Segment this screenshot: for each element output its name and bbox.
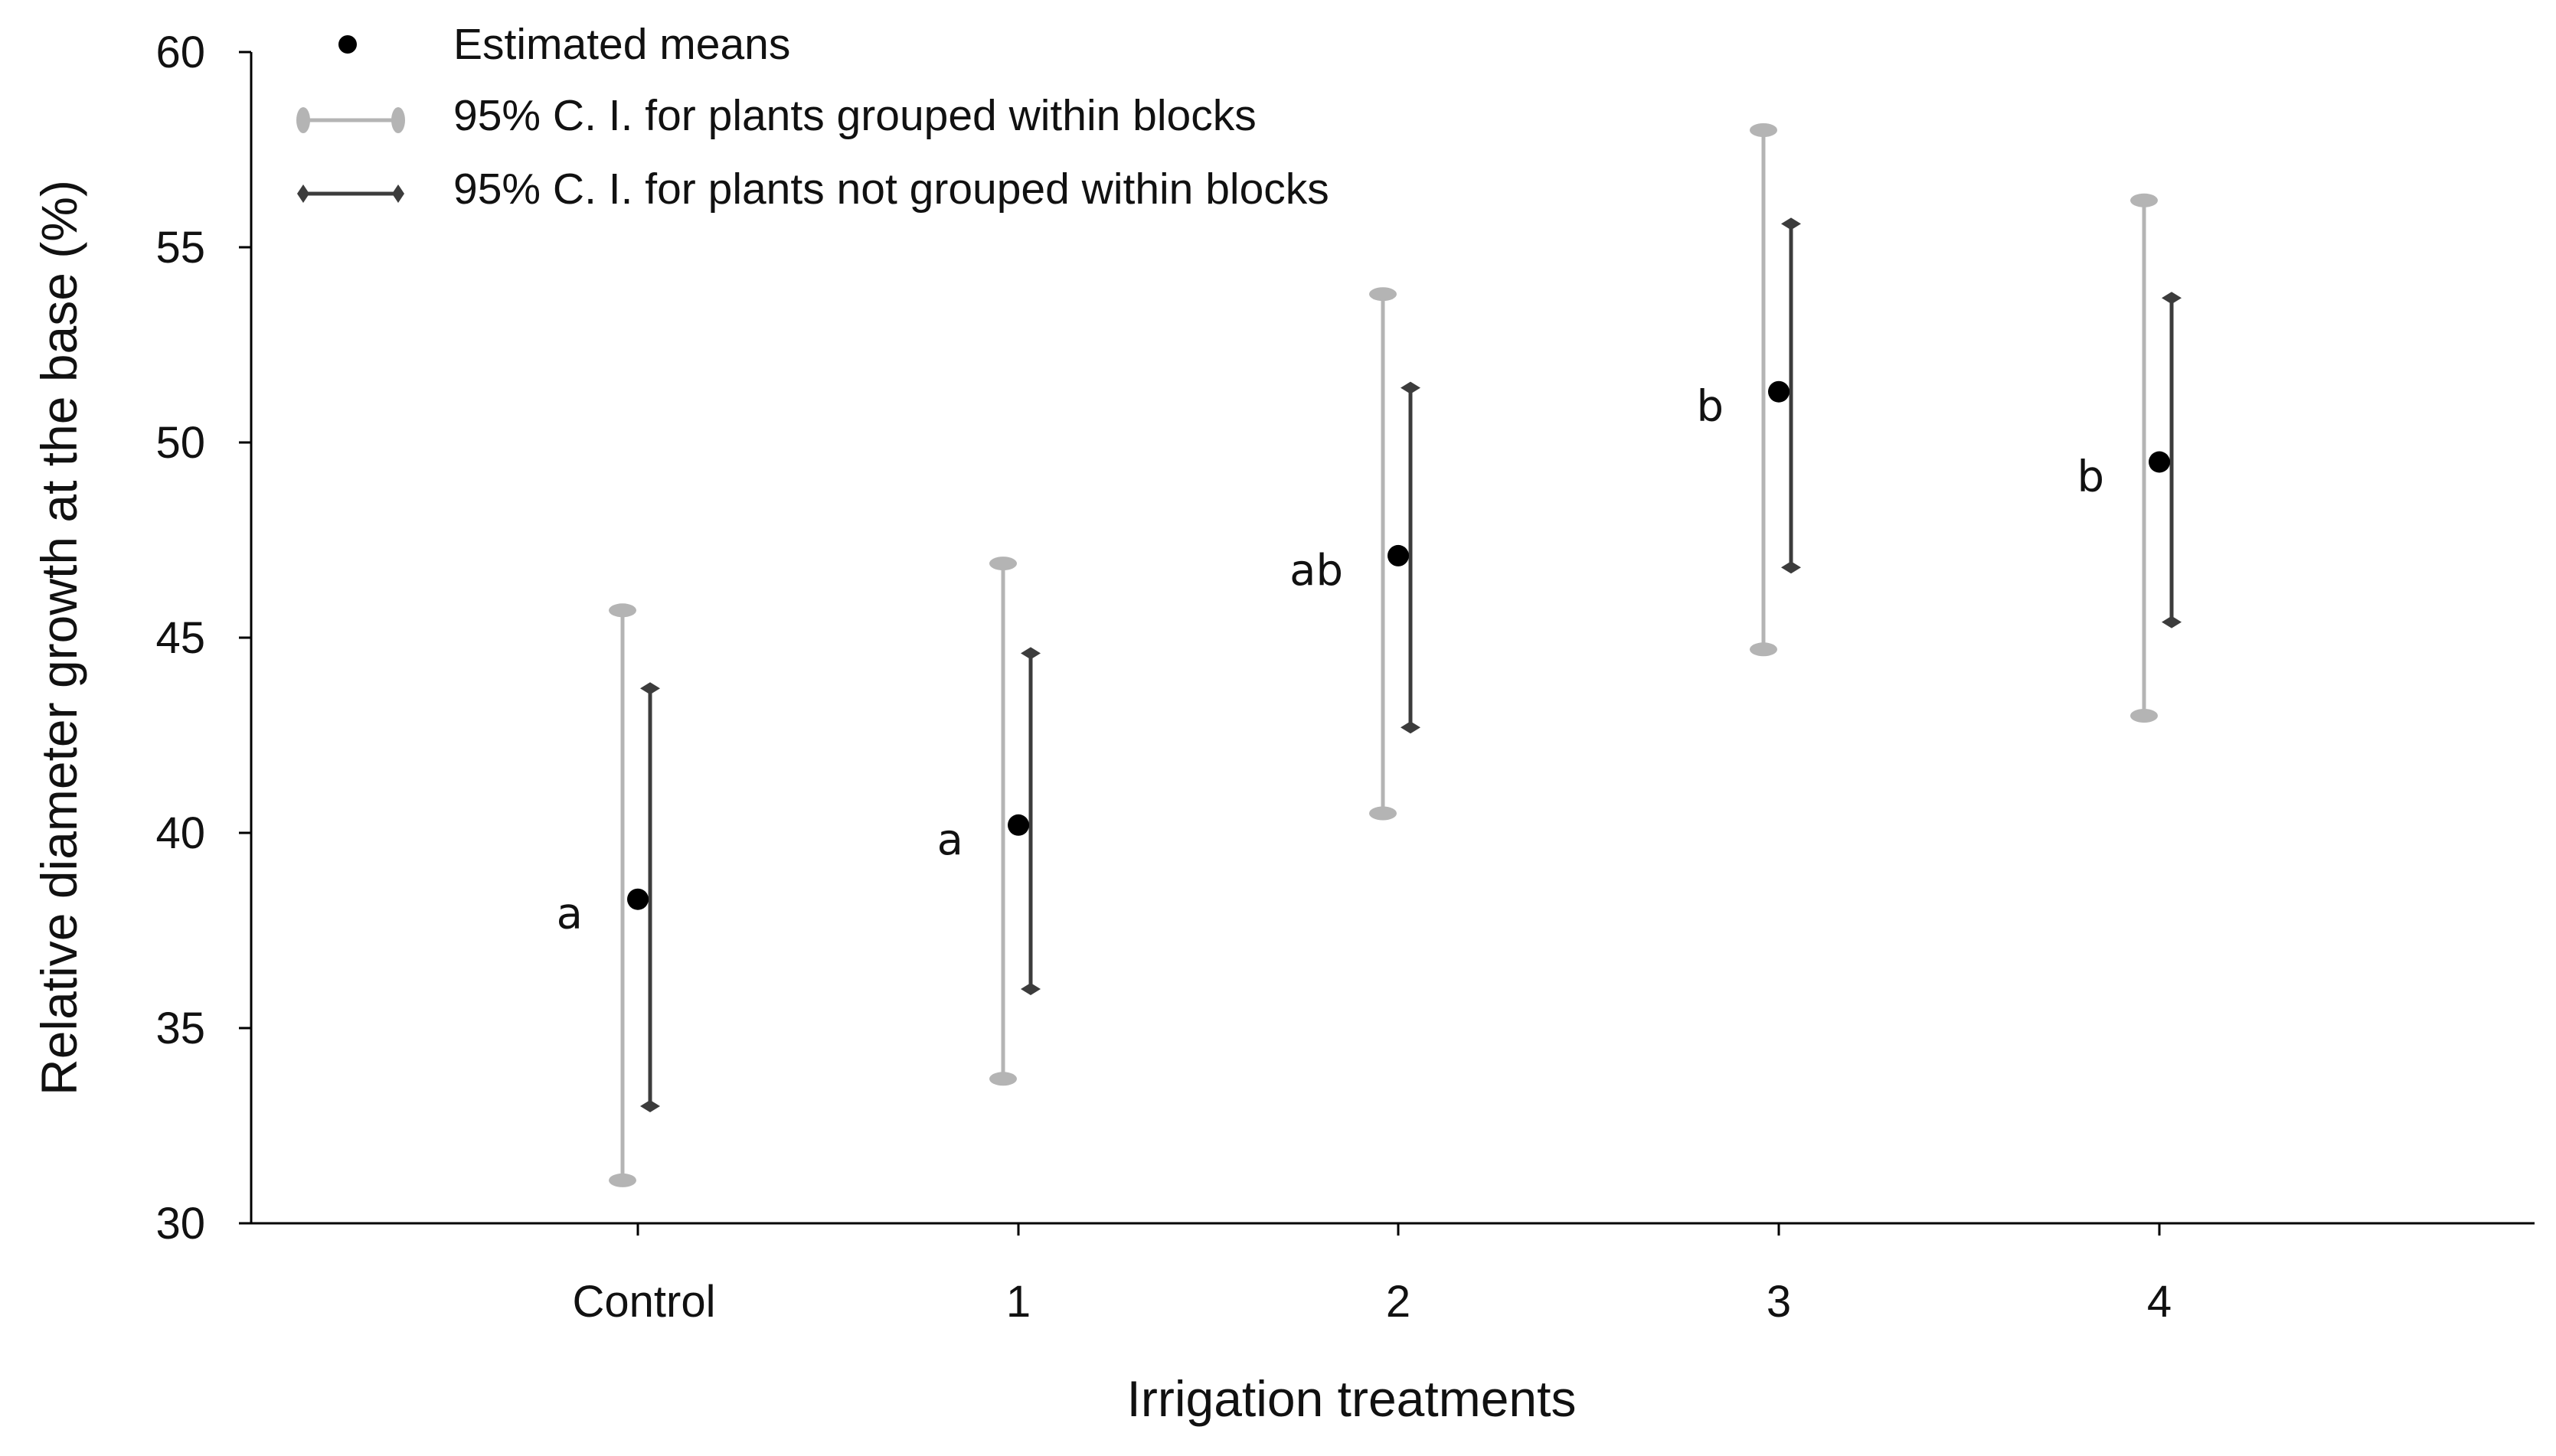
ci-not-grouped-upper-cap	[1781, 217, 1801, 230]
x-ticks: Control 1 2 3 4	[573, 1223, 2172, 1327]
x-tick-label: 3	[1767, 1277, 1791, 1327]
ci-grouped-lower-cap	[1369, 806, 1397, 821]
significance-letter: a	[557, 890, 583, 939]
ci-not-grouped-lower-cap	[1781, 561, 1801, 574]
ci-grouped-lower-cap	[2130, 709, 2158, 723]
y-ticks: 30 35 40 45 50 55 60	[155, 28, 251, 1249]
ci-not-grouped-upper-cap	[1401, 381, 1420, 394]
ci-grouped-lower-cap	[609, 1173, 636, 1187]
series-ci-grouped	[609, 123, 2158, 1187]
ci-not-grouped-upper-cap	[640, 682, 660, 695]
legend-grouped-label: 95% C. I. for plants grouped within bloc…	[453, 91, 1257, 140]
mean-point	[627, 888, 649, 910]
legend-not-grouped-label: 95% C. I. for plants not grouped within …	[453, 165, 1329, 214]
x-tick-label: Control	[573, 1277, 716, 1327]
series-means	[627, 380, 2170, 910]
y-tick-label: 60	[155, 28, 205, 77]
legend-means-label: Estimated means	[453, 20, 790, 69]
mean-point	[2149, 451, 2170, 473]
ci-grouped-upper-cap	[609, 603, 636, 618]
ci-not-grouped-upper-cap	[1021, 647, 1041, 660]
y-axis-title: Relative diameter growth at the base (%)	[31, 180, 87, 1095]
mean-point	[1387, 544, 1409, 566]
y-tick-label: 55	[155, 223, 205, 273]
y-tick-label: 45	[155, 613, 205, 663]
significance-letter: a	[937, 815, 963, 865]
ci-grouped-upper-cap	[1750, 123, 1777, 137]
y-tick-label: 50	[155, 418, 205, 468]
legend-not-grouped-cap-right	[392, 184, 404, 203]
y-tick-label: 35	[155, 1004, 205, 1053]
legend-grouped-cap-left	[296, 107, 310, 133]
x-tick-label: 2	[1386, 1277, 1410, 1327]
ci-not-grouped-lower-cap	[640, 1100, 660, 1112]
axes	[250, 52, 2535, 1225]
legend-item-ci-grouped: 95% C. I. for plants grouped within bloc…	[296, 91, 1257, 140]
significance-letter: b	[2077, 452, 2104, 502]
legend-item-ci-not-grouped: 95% C. I. for plants not grouped within …	[297, 165, 1329, 214]
legend-means-marker	[338, 35, 357, 54]
x-axis-title: Irrigation treatments	[1127, 1370, 1577, 1427]
ci-not-grouped-lower-cap	[1021, 983, 1041, 995]
y-tick-label: 30	[155, 1199, 205, 1249]
legend-grouped-cap-right	[391, 107, 405, 133]
legend-item-means: Estimated means	[338, 20, 790, 69]
mean-point	[1008, 814, 1029, 836]
significance-letter: b	[1696, 382, 1724, 432]
x-tick-label: 1	[1006, 1277, 1031, 1327]
legend: Estimated means 95% C. I. for plants gro…	[296, 20, 1329, 214]
x-tick-label: 4	[2147, 1277, 2172, 1327]
ci-grouped-upper-cap	[1369, 287, 1397, 302]
ci-grouped-upper-cap	[989, 557, 1017, 571]
ci-grouped-lower-cap	[1750, 642, 1777, 657]
ci-grouped-upper-cap	[2130, 193, 2158, 207]
significance-letter: ab	[1289, 546, 1343, 596]
ci-grouped-lower-cap	[989, 1072, 1017, 1086]
series-ci-not-grouped	[640, 217, 2182, 1112]
significance-letters: a a ab b b	[557, 382, 2104, 939]
y-tick-label: 40	[155, 808, 205, 858]
ci-not-grouped-upper-cap	[2162, 292, 2182, 305]
legend-not-grouped-cap-left	[297, 184, 309, 203]
mean-point	[1768, 380, 1790, 403]
ci-not-grouped-lower-cap	[1401, 721, 1420, 734]
ci-not-grouped-lower-cap	[2162, 615, 2182, 628]
